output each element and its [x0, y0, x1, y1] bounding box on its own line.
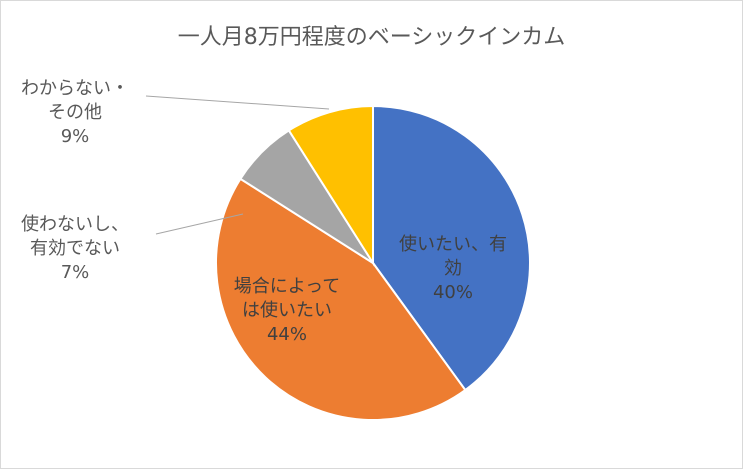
slice-value: 44%	[266, 324, 307, 345]
leader-line	[155, 213, 244, 235]
slice-category: 使わないし、有効でない	[21, 214, 129, 259]
slice-label: 使いたい、有効 40%	[395, 233, 511, 305]
slice-category: わからない・その他	[21, 78, 129, 123]
slice-category: 場合によっては使いたい	[233, 276, 341, 321]
leader-line	[145, 95, 330, 110]
pie-slice	[215, 177, 467, 421]
pie-slice	[287, 104, 374, 267]
slice-value: 9%	[60, 126, 90, 147]
slice-value: 40%	[432, 282, 473, 303]
slice-label: 場合によっては使いたい 44%	[229, 275, 345, 347]
slice-label: 使わないし、有効でない 7%	[17, 213, 133, 285]
chart-title: 一人月8万円程度のベーシックインカム	[177, 25, 566, 50]
slice-category: 使いたい、有効	[399, 234, 507, 279]
slice-value: 7%	[60, 262, 90, 283]
pie-slice	[372, 104, 531, 392]
slice-label: わからない・その他 9%	[17, 77, 133, 149]
